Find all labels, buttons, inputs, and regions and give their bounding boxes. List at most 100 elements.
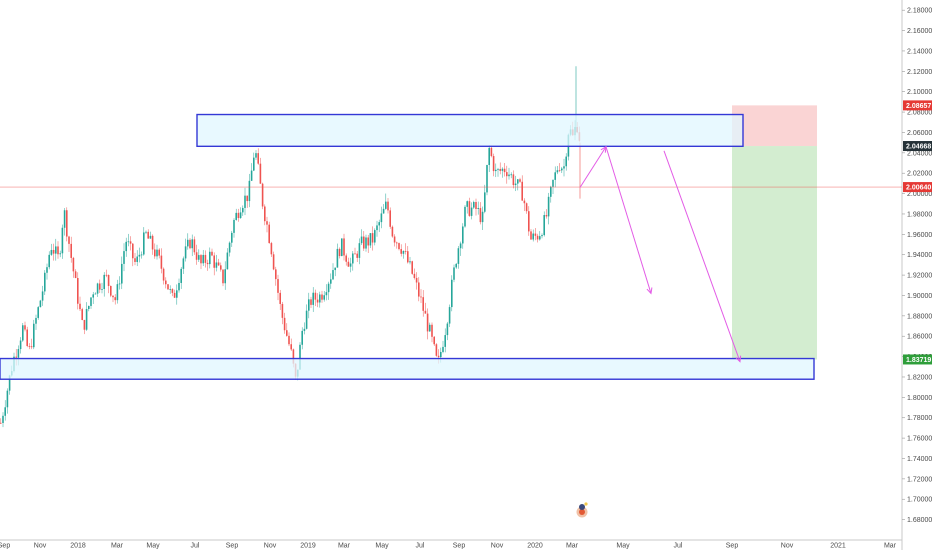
candle-body: [50, 249, 53, 255]
candle-body: [145, 231, 147, 233]
candle-body: [536, 235, 539, 240]
candle-body: [125, 241, 127, 252]
x-tick-label: Mar: [338, 543, 351, 550]
candle-body: [343, 238, 345, 256]
y-tick-label: 1.80000: [907, 395, 932, 402]
candle-body: [233, 219, 235, 233]
candle-body: [299, 344, 301, 370]
candle-body: [440, 351, 442, 358]
candle-body: [431, 324, 433, 337]
resistance-zone[interactable]: [196, 113, 744, 148]
y-tick-label: 1.72000: [907, 476, 932, 483]
arrow-pullback[interactable]: [579, 145, 607, 188]
candle-body: [543, 215, 545, 236]
candle-body: [510, 174, 512, 176]
y-tick-label: 1.86000: [907, 334, 932, 341]
candle-body: [356, 253, 358, 258]
position-tool[interactable]: [732, 105, 817, 360]
candle-body: [35, 317, 37, 324]
candle-body: [565, 156, 567, 167]
arrow-target-one[interactable]: [605, 146, 653, 295]
candle-body: [558, 170, 561, 172]
candle-body: [213, 255, 215, 268]
candle-body: [222, 269, 224, 284]
candle-body: [44, 272, 46, 292]
candle-body: [455, 263, 457, 268]
candle-body: [330, 279, 332, 284]
candle-body: [182, 258, 185, 269]
candle-body: [52, 249, 55, 254]
candle-body: [391, 226, 394, 237]
x-tick-label: Nov: [34, 543, 47, 550]
x-tick-label: Nov: [781, 543, 794, 550]
candle-body: [239, 212, 242, 219]
candle-body: [63, 210, 66, 228]
candle-body: [154, 249, 156, 257]
candle-body: [459, 243, 462, 249]
candle-body: [422, 297, 424, 311]
arrow-line: [579, 146, 607, 188]
x-axis[interactable]: Sep Nov 2018 Mar May Jul Sep Nov 2019 Mar May Jul Se…: [0, 543, 897, 550]
candle-body: [187, 239, 189, 247]
price-tag-label: 1.83719: [906, 357, 931, 364]
candle-body: [323, 295, 325, 300]
x-tick-label: Nov: [264, 543, 277, 550]
support-zone[interactable]: [0, 357, 815, 380]
candle-body: [499, 168, 501, 171]
candle-body: [519, 179, 521, 182]
candle-body: [312, 292, 314, 305]
arrow-target-two[interactable]: [663, 150, 742, 363]
candle-body: [28, 345, 31, 347]
candle-body: [140, 254, 143, 256]
candle-body: [57, 246, 59, 255]
candle-body: [61, 227, 64, 254]
candle-body: [281, 303, 284, 318]
candle-body: [224, 269, 226, 284]
candle-body: [275, 269, 277, 280]
x-tick-label: Jul: [416, 543, 425, 550]
candle-body: [512, 174, 515, 186]
candle-body: [162, 268, 165, 281]
candle-body: [88, 305, 90, 309]
take-profit-zone[interactable]: [732, 146, 817, 360]
candle-body: [486, 164, 488, 193]
candle-body: [365, 237, 367, 249]
candle-body: [22, 325, 24, 341]
candle-body: [352, 253, 354, 264]
candle-body: [268, 224, 270, 244]
candle-body: [173, 292, 176, 298]
candle-body: [193, 239, 196, 253]
candle-body: [378, 222, 380, 226]
candle-body: [231, 232, 233, 243]
stop-loss-zone[interactable]: [732, 105, 817, 147]
candle-body: [217, 262, 220, 266]
candle-body: [442, 346, 444, 352]
candle-body: [92, 294, 94, 298]
y-axis[interactable]: 1.68000 1.70000 1.72000 1.74000 1.76000 1.780…: [902, 8, 932, 524]
candle-body: [220, 265, 222, 270]
candle-body: [68, 236, 70, 244]
y-tick-label: 1.68000: [907, 517, 932, 524]
candle-body: [466, 201, 468, 207]
candle-body: [96, 283, 99, 294]
candle-body: [371, 233, 374, 243]
candle-body: [336, 248, 339, 268]
candle-body: [158, 249, 160, 256]
candle-body: [59, 253, 61, 255]
candle-body: [477, 208, 479, 209]
y-tick-label: 1.94000: [907, 252, 932, 259]
projection-arrows[interactable]: [579, 145, 742, 363]
candle-body: [451, 279, 453, 308]
zones[interactable]: [0, 113, 815, 380]
candle-body: [382, 208, 385, 214]
candle-body: [195, 252, 198, 260]
y-tick-label: 1.88000: [907, 313, 932, 320]
candle-body: [244, 195, 246, 208]
candle-body: [468, 201, 471, 216]
x-tick-label: 2021: [830, 543, 846, 550]
candle-body: [226, 252, 229, 270]
candle-body: [17, 349, 20, 358]
candle-body: [492, 156, 495, 172]
price-tag: [903, 354, 932, 365]
